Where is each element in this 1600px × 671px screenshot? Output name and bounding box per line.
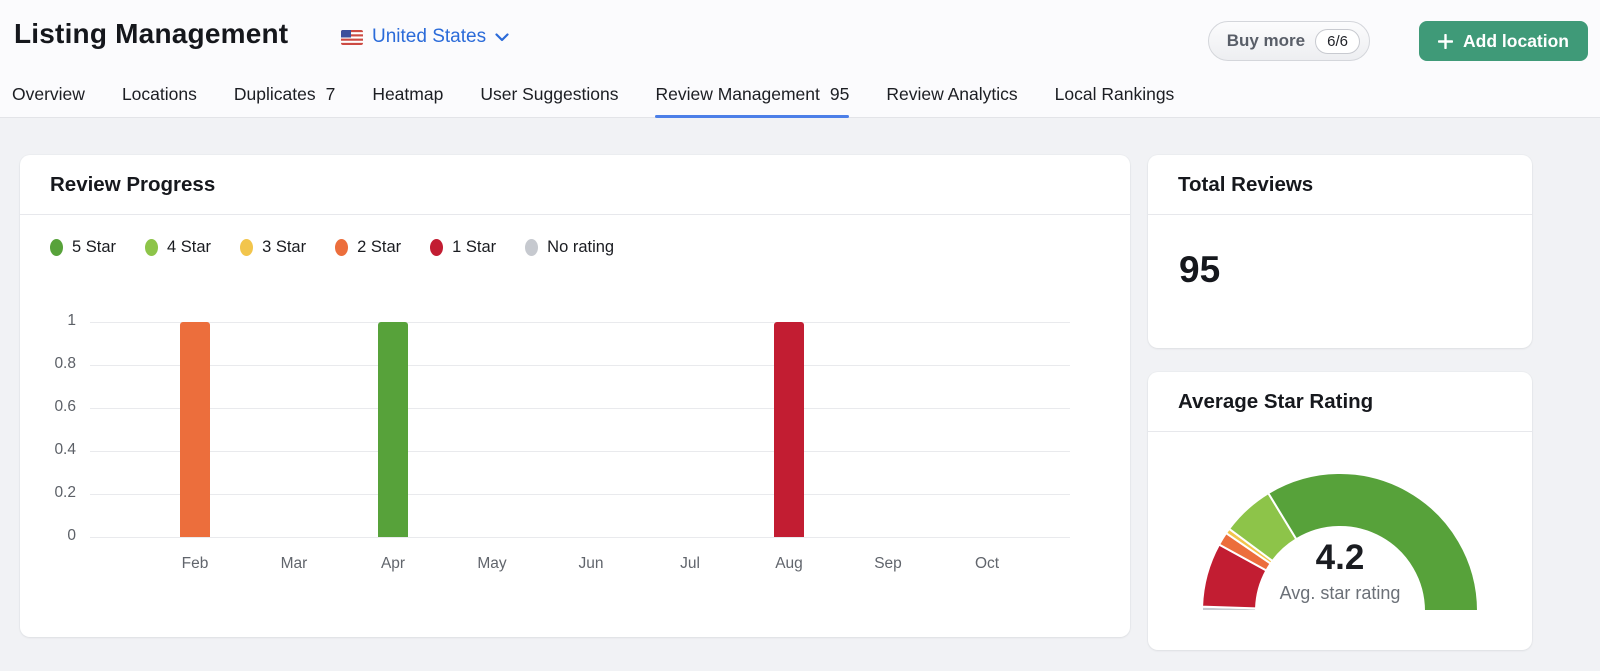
tab-overview[interactable]: Overview — [12, 84, 85, 104]
page-title: Listing Management — [14, 18, 289, 49]
add-location-button[interactable]: Add location — [1419, 21, 1588, 61]
x-tick-label: Jun — [578, 555, 604, 572]
x-tick-label: Feb — [181, 555, 209, 572]
gridline — [90, 451, 1070, 452]
bar-feb-2-star[interactable] — [180, 322, 210, 537]
tab-heatmap[interactable]: Heatmap — [372, 84, 444, 104]
legend-dot-icon — [240, 239, 254, 256]
legend-dot-icon — [430, 239, 444, 256]
average-star-rating-card: Average Star Rating 4.2 Avg. star rating — [1148, 372, 1532, 650]
chevron-down-icon — [495, 32, 509, 42]
x-tick-label: Oct — [974, 555, 1000, 572]
y-tick-label: 0.2 — [54, 484, 76, 501]
x-tick-label: Apr — [380, 555, 406, 572]
plus-icon — [1438, 33, 1454, 49]
us-flag-icon — [341, 29, 363, 45]
legend-dot-icon — [145, 239, 159, 256]
x-tick-label: May — [477, 555, 507, 572]
chart-legend: 5 Star 4 Star 3 Star 2 Star 1 Star No ra… — [50, 238, 614, 257]
country-selector[interactable]: United States — [341, 26, 509, 48]
buy-more-button[interactable]: Buy more 6/6 — [1207, 21, 1370, 61]
gridline — [90, 408, 1070, 409]
y-tick-label: 0.6 — [54, 398, 76, 415]
tab-user-suggestions[interactable]: User Suggestions — [480, 84, 619, 104]
y-tick-label: 0.8 — [54, 355, 76, 372]
legend-item-3-star[interactable]: 3 Star — [240, 238, 306, 257]
legend-item-2-star[interactable]: 2 Star — [335, 238, 401, 257]
buy-more-label: Buy more — [1226, 31, 1306, 50]
tab-review-analytics[interactable]: Review Analytics — [886, 84, 1018, 104]
x-tick-label: Aug — [775, 555, 803, 572]
bar-aug-1-star[interactable] — [774, 322, 804, 537]
tab-review-management[interactable]: Review Management 95 — [655, 84, 849, 118]
x-tick-label: Sep — [874, 555, 902, 572]
legend-item-5-star[interactable]: 5 Star — [50, 238, 116, 257]
tab-locations[interactable]: Locations — [121, 84, 197, 104]
review-progress-bar-chart — [90, 322, 1070, 538]
y-tick-label: 0 — [67, 527, 76, 544]
legend-dot-icon — [335, 239, 349, 256]
gridline — [90, 494, 1070, 495]
y-tick-label: 1 — [67, 312, 76, 329]
gauge-value: 4.2 — [1315, 538, 1365, 577]
total-reviews-card: Total Reviews 95 — [1148, 155, 1532, 348]
x-tick-label: Mar — [280, 555, 308, 572]
review-progress-title: Review Progress — [20, 155, 1130, 215]
tab-local-rankings[interactable]: Local Rankings — [1054, 84, 1175, 104]
gauge-segment-5-star — [1266, 472, 1480, 612]
tab-duplicates[interactable]: Duplicates 7 — [233, 84, 336, 104]
total-reviews-value: 95 — [1179, 249, 1221, 290]
gauge-arc — [1200, 472, 1480, 612]
review-progress-card: Review Progress 5 Star 4 Star 3 Star 2 S… — [20, 155, 1130, 637]
average-star-rating-title: Average Star Rating — [1148, 372, 1532, 432]
quota-badge: 6/6 — [1315, 28, 1360, 54]
country-selector-label: United States — [372, 26, 487, 47]
legend-item-1-star[interactable]: 1 Star — [430, 238, 496, 257]
tab-bar: Overview Locations Duplicates 7 Heatmap … — [12, 84, 1174, 118]
legend-dot-icon — [50, 239, 63, 256]
average-rating-gauge: 4.2 Avg. star rating — [1190, 462, 1490, 614]
add-location-label: Add location — [1463, 30, 1569, 51]
total-reviews-title: Total Reviews — [1148, 155, 1532, 215]
x-tick-label: Jul — [680, 555, 700, 572]
gridline — [90, 537, 1070, 538]
legend-dot-icon — [525, 239, 539, 256]
bar-apr-5-star[interactable] — [378, 322, 408, 537]
tab-count-badge: 7 — [325, 84, 336, 104]
page-header: Listing Management United States Buy mor… — [0, 0, 1600, 118]
gauge-caption: Avg. star rating — [1279, 583, 1401, 603]
tab-count-badge: 95 — [829, 84, 850, 104]
y-tick-label: 0.4 — [54, 441, 76, 458]
gridline — [90, 322, 1070, 323]
gridline — [90, 365, 1070, 366]
legend-item-no-rating[interactable]: No rating — [525, 238, 614, 257]
legend-item-4-star[interactable]: 4 Star — [145, 238, 211, 257]
